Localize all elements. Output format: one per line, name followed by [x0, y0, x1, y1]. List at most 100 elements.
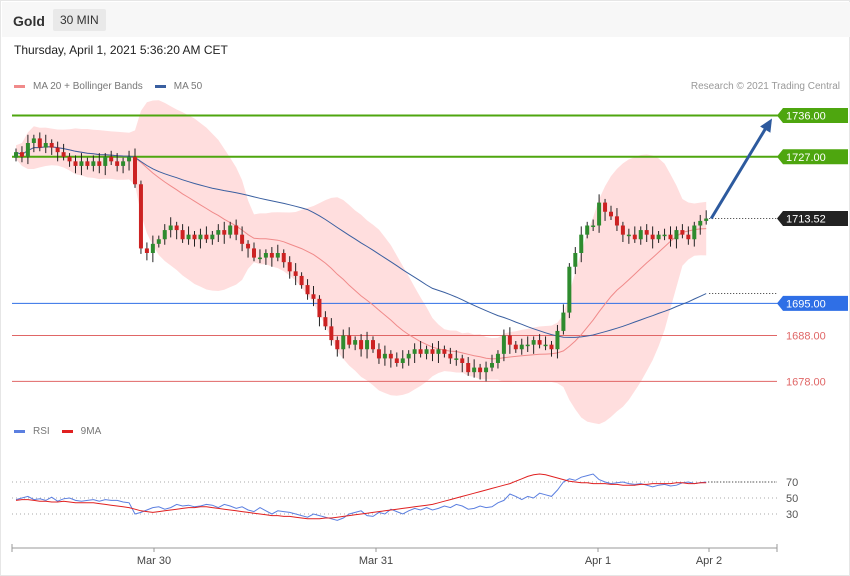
candle-body	[567, 266, 572, 313]
candle-body	[698, 220, 703, 226]
candle-body	[620, 225, 625, 235]
time-axis-label: Mar 31	[359, 555, 393, 567]
level-tag-last	[777, 211, 848, 227]
rsi-ma-legend-label: 9MA	[80, 426, 102, 437]
candle-body	[240, 234, 245, 244]
rsi-legend-label: RSI	[33, 426, 50, 437]
candle-body	[25, 143, 30, 157]
candle-body	[585, 225, 590, 235]
candle-body	[490, 363, 494, 368]
candle-body	[632, 234, 637, 240]
candle-body	[335, 340, 340, 350]
candle-body	[287, 262, 292, 272]
candle-body	[293, 271, 298, 276]
candle-body	[252, 248, 256, 258]
candle-body	[156, 239, 161, 244]
candle-body	[138, 184, 143, 249]
candle-body	[97, 161, 102, 166]
moving-averages	[15, 146, 777, 360]
candle-body	[686, 234, 691, 240]
time-axis: Mar 30 Mar 31 Apr 1 Apr 2	[11, 544, 778, 567]
candle-body	[234, 225, 239, 235]
level-tag-pivot	[777, 295, 848, 311]
time-axis-label: Apr 2	[696, 555, 722, 567]
candle-body	[507, 335, 512, 345]
candle-body	[371, 340, 375, 350]
candle-body	[61, 152, 66, 157]
level-tag-target	[777, 108, 848, 123]
candle-body	[281, 253, 286, 263]
candle-body	[269, 253, 274, 258]
chart-datetime: Thursday, April 1, 2021 5:36:20 AM CET	[14, 43, 228, 57]
candle-body	[19, 152, 24, 157]
level-label: 1678.00	[786, 376, 826, 388]
candles	[14, 132, 709, 382]
candle-body	[150, 243, 155, 253]
candle-body	[531, 340, 536, 345]
rsi-ma-line	[15, 473, 707, 520]
rsi-panel: 70 50 30	[12, 473, 798, 521]
candle-body	[353, 340, 358, 345]
candle-body	[680, 230, 685, 235]
candle-body	[418, 349, 423, 354]
level-label: 1695.00	[786, 298, 826, 310]
rsi-line	[15, 473, 707, 521]
candle-body	[436, 349, 441, 354]
candle-body	[43, 143, 48, 148]
candle-body	[388, 353, 393, 359]
level-label: 1736.00	[786, 111, 826, 123]
rsi-level-label: 50	[786, 493, 798, 505]
candle-body	[365, 340, 370, 350]
candle-body	[662, 234, 667, 237]
candle-body	[109, 156, 114, 162]
candle-body	[49, 143, 54, 148]
candle-body	[311, 294, 316, 299]
candle-body	[537, 340, 542, 345]
candle-body	[394, 358, 399, 363]
candle-body	[228, 225, 233, 235]
candle-body	[454, 358, 459, 360]
candle-body	[162, 230, 167, 240]
candle-body	[519, 344, 524, 350]
candle-body	[650, 234, 655, 240]
candle-body	[376, 349, 381, 359]
candle-body	[14, 152, 18, 158]
rsi-level-label: 70	[786, 477, 798, 489]
level-label: 1713.52	[786, 214, 826, 226]
candle-body	[400, 358, 405, 363]
bollinger-area	[16, 100, 707, 425]
candle-body	[466, 363, 471, 373]
timeframe-button[interactable]: 30 MIN	[53, 9, 106, 31]
candle-body	[222, 230, 227, 235]
candle-body	[192, 234, 197, 240]
symbol-name: Gold	[13, 13, 45, 29]
candle-body	[501, 335, 506, 354]
candle-body	[341, 335, 346, 350]
candle-body	[674, 230, 679, 240]
level-label: 1727.00	[786, 152, 826, 164]
candle-body	[555, 330, 560, 350]
candle-body	[85, 161, 90, 166]
candle-body	[323, 317, 328, 327]
candle-body	[168, 225, 173, 231]
candle-body	[204, 234, 209, 240]
candle-body	[329, 326, 334, 341]
candle-body	[495, 353, 500, 363]
forecast-arrow-head	[760, 118, 772, 133]
chart-header: Gold 30 MIN	[2, 2, 850, 37]
candle-body	[115, 161, 120, 166]
ma50-legend-label: MA 50	[173, 81, 203, 92]
candle-body	[246, 243, 251, 249]
ma50-swatch	[154, 85, 166, 88]
candle-body	[692, 225, 697, 240]
candle-body	[31, 138, 36, 143]
candle-body	[144, 248, 149, 253]
candle-body	[597, 202, 602, 226]
candle-body	[543, 344, 548, 347]
copyright-text: Research © 2021 Trading Central	[690, 81, 840, 92]
forecast-arrow-shaft	[709, 123, 770, 220]
candle-body	[638, 230, 643, 240]
candle-body	[79, 161, 84, 166]
candle-body	[127, 156, 132, 162]
candle-body	[448, 353, 453, 359]
